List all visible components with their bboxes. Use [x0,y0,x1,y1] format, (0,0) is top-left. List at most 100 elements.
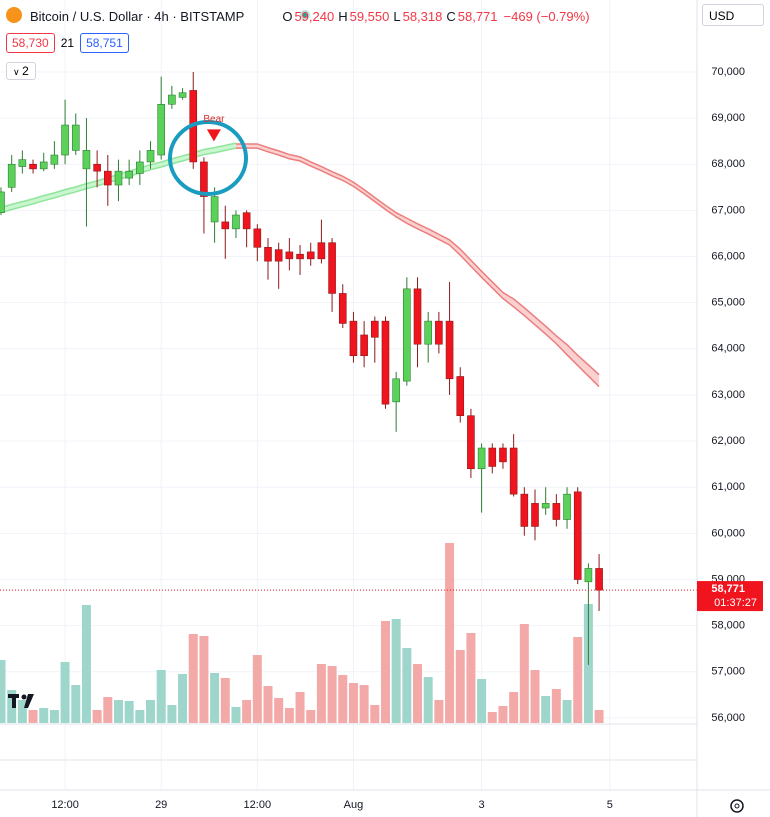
ohlc-key: L [393,8,401,24]
volume-bar [477,679,487,723]
candle-body [520,493,529,527]
candle-body [317,242,326,260]
volume-bar [498,706,508,723]
annotation-label: Bear [203,114,225,125]
volume-bar [466,633,476,723]
volume-bar [434,700,444,723]
candle-body [253,228,262,248]
candle-body [563,493,571,520]
volume-bar [124,701,134,723]
candle-body [349,320,358,357]
volume-bar [562,700,572,723]
y-tick-label: 64,000 [711,343,745,355]
candle-body [413,288,422,345]
volume-bar [199,636,209,723]
candle-body [178,92,187,98]
volume-bar [370,705,380,723]
volume-bar [423,677,433,723]
candle-body [18,159,27,167]
candle-body [488,447,497,467]
volume-bar [573,637,583,723]
candle-body [285,251,294,260]
volume-bar [327,666,337,723]
indicator-length: 21 [60,36,75,50]
x-tick-label: 12:00 [51,799,79,811]
volume-bar [188,634,198,723]
volume-bar [135,710,145,723]
volume-bar [0,660,6,723]
candle-body [210,196,219,223]
ohlc-value: 59,550 [349,8,390,24]
band-line [235,143,600,376]
band-line [235,147,600,388]
candle-body [93,163,101,172]
candle-body [82,150,91,170]
candle-body [264,247,272,262]
volume-bar [71,685,81,723]
candle-body [467,415,475,470]
candle-body [360,334,368,357]
candle-body [403,288,411,382]
candle-body [7,163,16,188]
volume-bar [81,605,91,723]
volume-bar [359,685,369,723]
volume-bar [316,664,326,723]
chevron: ∨ [13,67,23,77]
volume-bar [28,710,38,723]
candle-body [328,242,336,294]
volume-bar [551,689,561,723]
volume-bar [60,662,70,723]
volume-bar [445,543,455,723]
coin-icon [6,7,22,23]
volume-bar [348,683,358,723]
last-price-label: 58,771 [711,583,745,595]
symbol[interactable]: Bitcoin / U.S. Dollar · 4h · BITSTAMP [30,8,245,24]
ohlc-value: 58,771 [457,8,498,24]
x-tick-label: 12:00 [244,799,272,811]
volume-bar [530,670,540,723]
x-tick-label: 5 [607,799,613,811]
y-tick-label: 58,000 [711,620,745,632]
candle-body [477,447,486,470]
candle-body [71,124,80,151]
tv-logo [8,694,34,708]
candle-body [232,214,240,230]
volume-bar [487,712,497,723]
candle-body [552,503,561,520]
volume-bar [7,690,17,723]
y-tick-label: 60,000 [711,527,745,539]
volume-bar [39,708,49,723]
volume-bar [509,692,519,723]
indicator: 58,730 21 58,751 [6,33,129,53]
y-tick-label: 63,000 [711,389,745,401]
settings-icon[interactable] [730,799,744,813]
volume-bar [210,673,220,723]
candle-body [146,150,155,163]
volume-bar [274,698,284,723]
candle-body [381,320,390,405]
candle-body [370,320,379,338]
currency[interactable]: USD [702,4,764,26]
y-tick-label: 67,000 [711,204,745,216]
candle-body [509,447,518,495]
candle-body [456,376,465,417]
candle-body [242,212,251,230]
candle-body [104,170,112,186]
candle-body [445,320,454,380]
candle-body [29,163,37,170]
indicator-toggle[interactable]: ∨ 2 [6,62,36,80]
volume-bar [242,700,252,723]
candle-body [0,191,5,214]
candle-body [306,251,315,260]
candle-body [136,161,144,174]
volume-bar [263,686,273,723]
candle-body [61,124,69,156]
circle-drawing [168,120,248,196]
candle-body [125,170,133,179]
ohlc-value: 59,240 [294,8,335,24]
volume-bar [92,710,102,723]
volume-bar [178,674,188,723]
y-tick-label: 65,000 [711,297,745,309]
